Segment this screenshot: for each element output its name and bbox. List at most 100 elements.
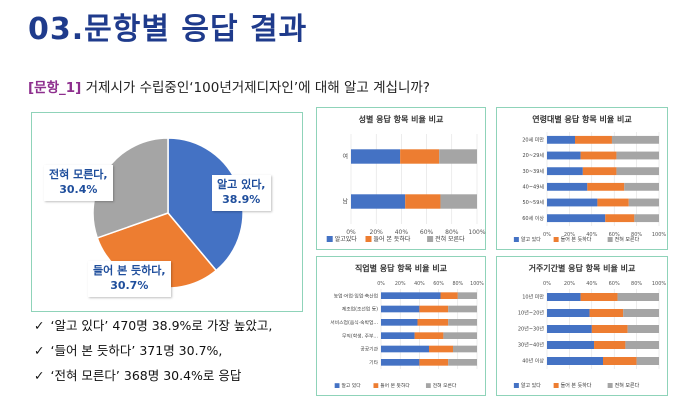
callout-none-pct: 30.4% (59, 182, 98, 196)
x-tick-label: 60% (433, 281, 444, 287)
bar-segment (616, 151, 659, 160)
bar-segment (351, 149, 401, 164)
bar-segment (628, 198, 659, 207)
legend-label: 들어 본 듯하다 (380, 382, 410, 389)
legend-swatch (365, 236, 372, 242)
legend-swatch (553, 383, 559, 388)
x-tick-label: 40% (395, 229, 409, 236)
legend-label: 들어 본 듯하다 (374, 235, 411, 243)
category-label: 농업·어업·임업·축산업 (334, 292, 378, 299)
legend-label: 알고 있다 (341, 382, 361, 389)
question-tag: [문항_1] (28, 80, 82, 96)
x-tick-label: 20% (564, 281, 575, 287)
category-label: 40년 이상 (522, 358, 544, 365)
x-tick-label: 60% (420, 229, 434, 236)
summary-bullets: ✓ ‘알고 있다’ 470명 38.9%로 가장 높았고, ✓ ‘들어 본 듯하다’… (34, 313, 272, 388)
x-tick-label: 80% (445, 229, 459, 236)
category-label: 20세 미만 (522, 137, 544, 144)
bar-segment (381, 305, 420, 313)
bar-segment (594, 341, 626, 349)
bar-segment (611, 135, 659, 144)
legend-label: 들어 본 듯하다 (561, 236, 592, 243)
x-tick-label: 80% (631, 232, 642, 238)
x-tick-label: 0% (377, 281, 385, 287)
bar-segment (381, 332, 415, 339)
category-label: 서비스업(음식·숙박업... (330, 319, 378, 326)
x-tick-label: 20% (370, 229, 384, 236)
bar-segment (381, 345, 429, 353)
bar-segment (448, 359, 477, 366)
bar-segment (440, 292, 458, 299)
bar-segment (414, 332, 444, 339)
x-tick-label: 100% (470, 281, 484, 287)
x-tick-label: 20% (395, 281, 406, 287)
category-label: 50~59세 (522, 199, 544, 206)
bar-segment (627, 325, 659, 333)
legend-swatch (326, 236, 333, 242)
bar-segment (400, 149, 440, 164)
x-tick-label: 40% (414, 281, 425, 287)
job-chart-panel: 직업별 응답 항목 비율 비교 0% 20% 40% 60% 80% 100% 농업·어업·… (316, 256, 486, 396)
bar-segment (636, 357, 659, 365)
bar-segment (597, 198, 629, 207)
x-tick-label: 60% (609, 281, 620, 287)
bar-segment (405, 194, 441, 209)
category-label: 무직(학생, 주부... (342, 332, 378, 339)
legend-swatch (553, 237, 559, 242)
bar-segment (453, 345, 477, 353)
bar-segment (603, 357, 637, 365)
legend-label: 알고있다 (335, 235, 358, 243)
callout-heard-pct: 30.7% (110, 278, 149, 292)
category-label: 20~29세 (522, 152, 544, 159)
category-label: 10년 미만 (522, 294, 544, 301)
residence-chart-panel: 거주기간별 응답 항목 비율 비교 0% 20% 40% 60% 80% 100% 10년 … (496, 256, 668, 396)
x-tick-label: 60% (609, 232, 620, 238)
callout-know-pct: 38.9% (222, 192, 261, 206)
category-label: 남 (342, 198, 348, 206)
callout-know-label: 알고 있다, (217, 178, 266, 191)
bar-segment (575, 135, 612, 144)
callout-none: 전혀 모른다, 30.4% (44, 165, 113, 201)
bar-segment (381, 319, 418, 326)
x-tick-label: 80% (631, 281, 642, 287)
bar-segment (381, 359, 420, 366)
category-label: 30~39세 (522, 168, 544, 175)
legend-label: 전혀 모른다 (433, 382, 457, 389)
bar-segment (625, 341, 659, 349)
bar-segment (589, 309, 624, 317)
age-bar-chart: 0% 20% 40% 60% 80% 100% 20세 미만 20~29세 30~39세 40~4… (513, 132, 667, 243)
legend-swatch (607, 237, 613, 242)
bar-segment (457, 292, 477, 299)
bar-segment (448, 319, 477, 326)
bullet-item: ✓ ‘들어 본 듯하다’ 371명 30.7%, (34, 338, 272, 363)
x-tick-label: 100% (652, 232, 667, 238)
category-label: 기타 (369, 359, 378, 366)
bar-segment (417, 319, 449, 326)
chart-title: 거주기간별 응답 항목 비율 비교 (528, 264, 636, 273)
bar-segment (624, 182, 659, 191)
bar-segment (547, 357, 603, 365)
bar-segment (419, 305, 449, 313)
category-label: 40~49세 (522, 184, 544, 191)
x-tick-label: 40% (586, 281, 597, 287)
category-label: 공공기관 (360, 346, 378, 353)
legend-swatch (425, 383, 431, 388)
legend-label: 들어 본 듯하다 (561, 382, 592, 389)
bar-segment (547, 214, 606, 223)
bullet-item: ✓ ‘전혀 모른다’ 368명 30.4%로 응답 (34, 363, 272, 388)
bar-segment (616, 167, 659, 176)
page-title: 03.문항별 응답 결과 (28, 12, 308, 47)
check-icon: ✓ (34, 318, 45, 333)
check-icon: ✓ (34, 343, 45, 358)
bullet-text: ‘전혀 모른다’ 368명 30.4%로 응답 (50, 368, 242, 383)
bar-segment (547, 341, 595, 349)
question-text: [문항_1] 거제시가 수립중인‘100년거제디자인’에 대해 알고 계십니까? (28, 76, 430, 96)
bar-segment (582, 167, 617, 176)
callout-know: 알고 있다, 38.9% (212, 175, 271, 211)
chart-title: 직업별 응답 항목 비율 비교 (354, 264, 448, 273)
legend-label: 전혀 모른다 (615, 236, 640, 243)
bar-segment (634, 214, 659, 223)
category-label: 제조업(조선업 등) (342, 306, 378, 313)
